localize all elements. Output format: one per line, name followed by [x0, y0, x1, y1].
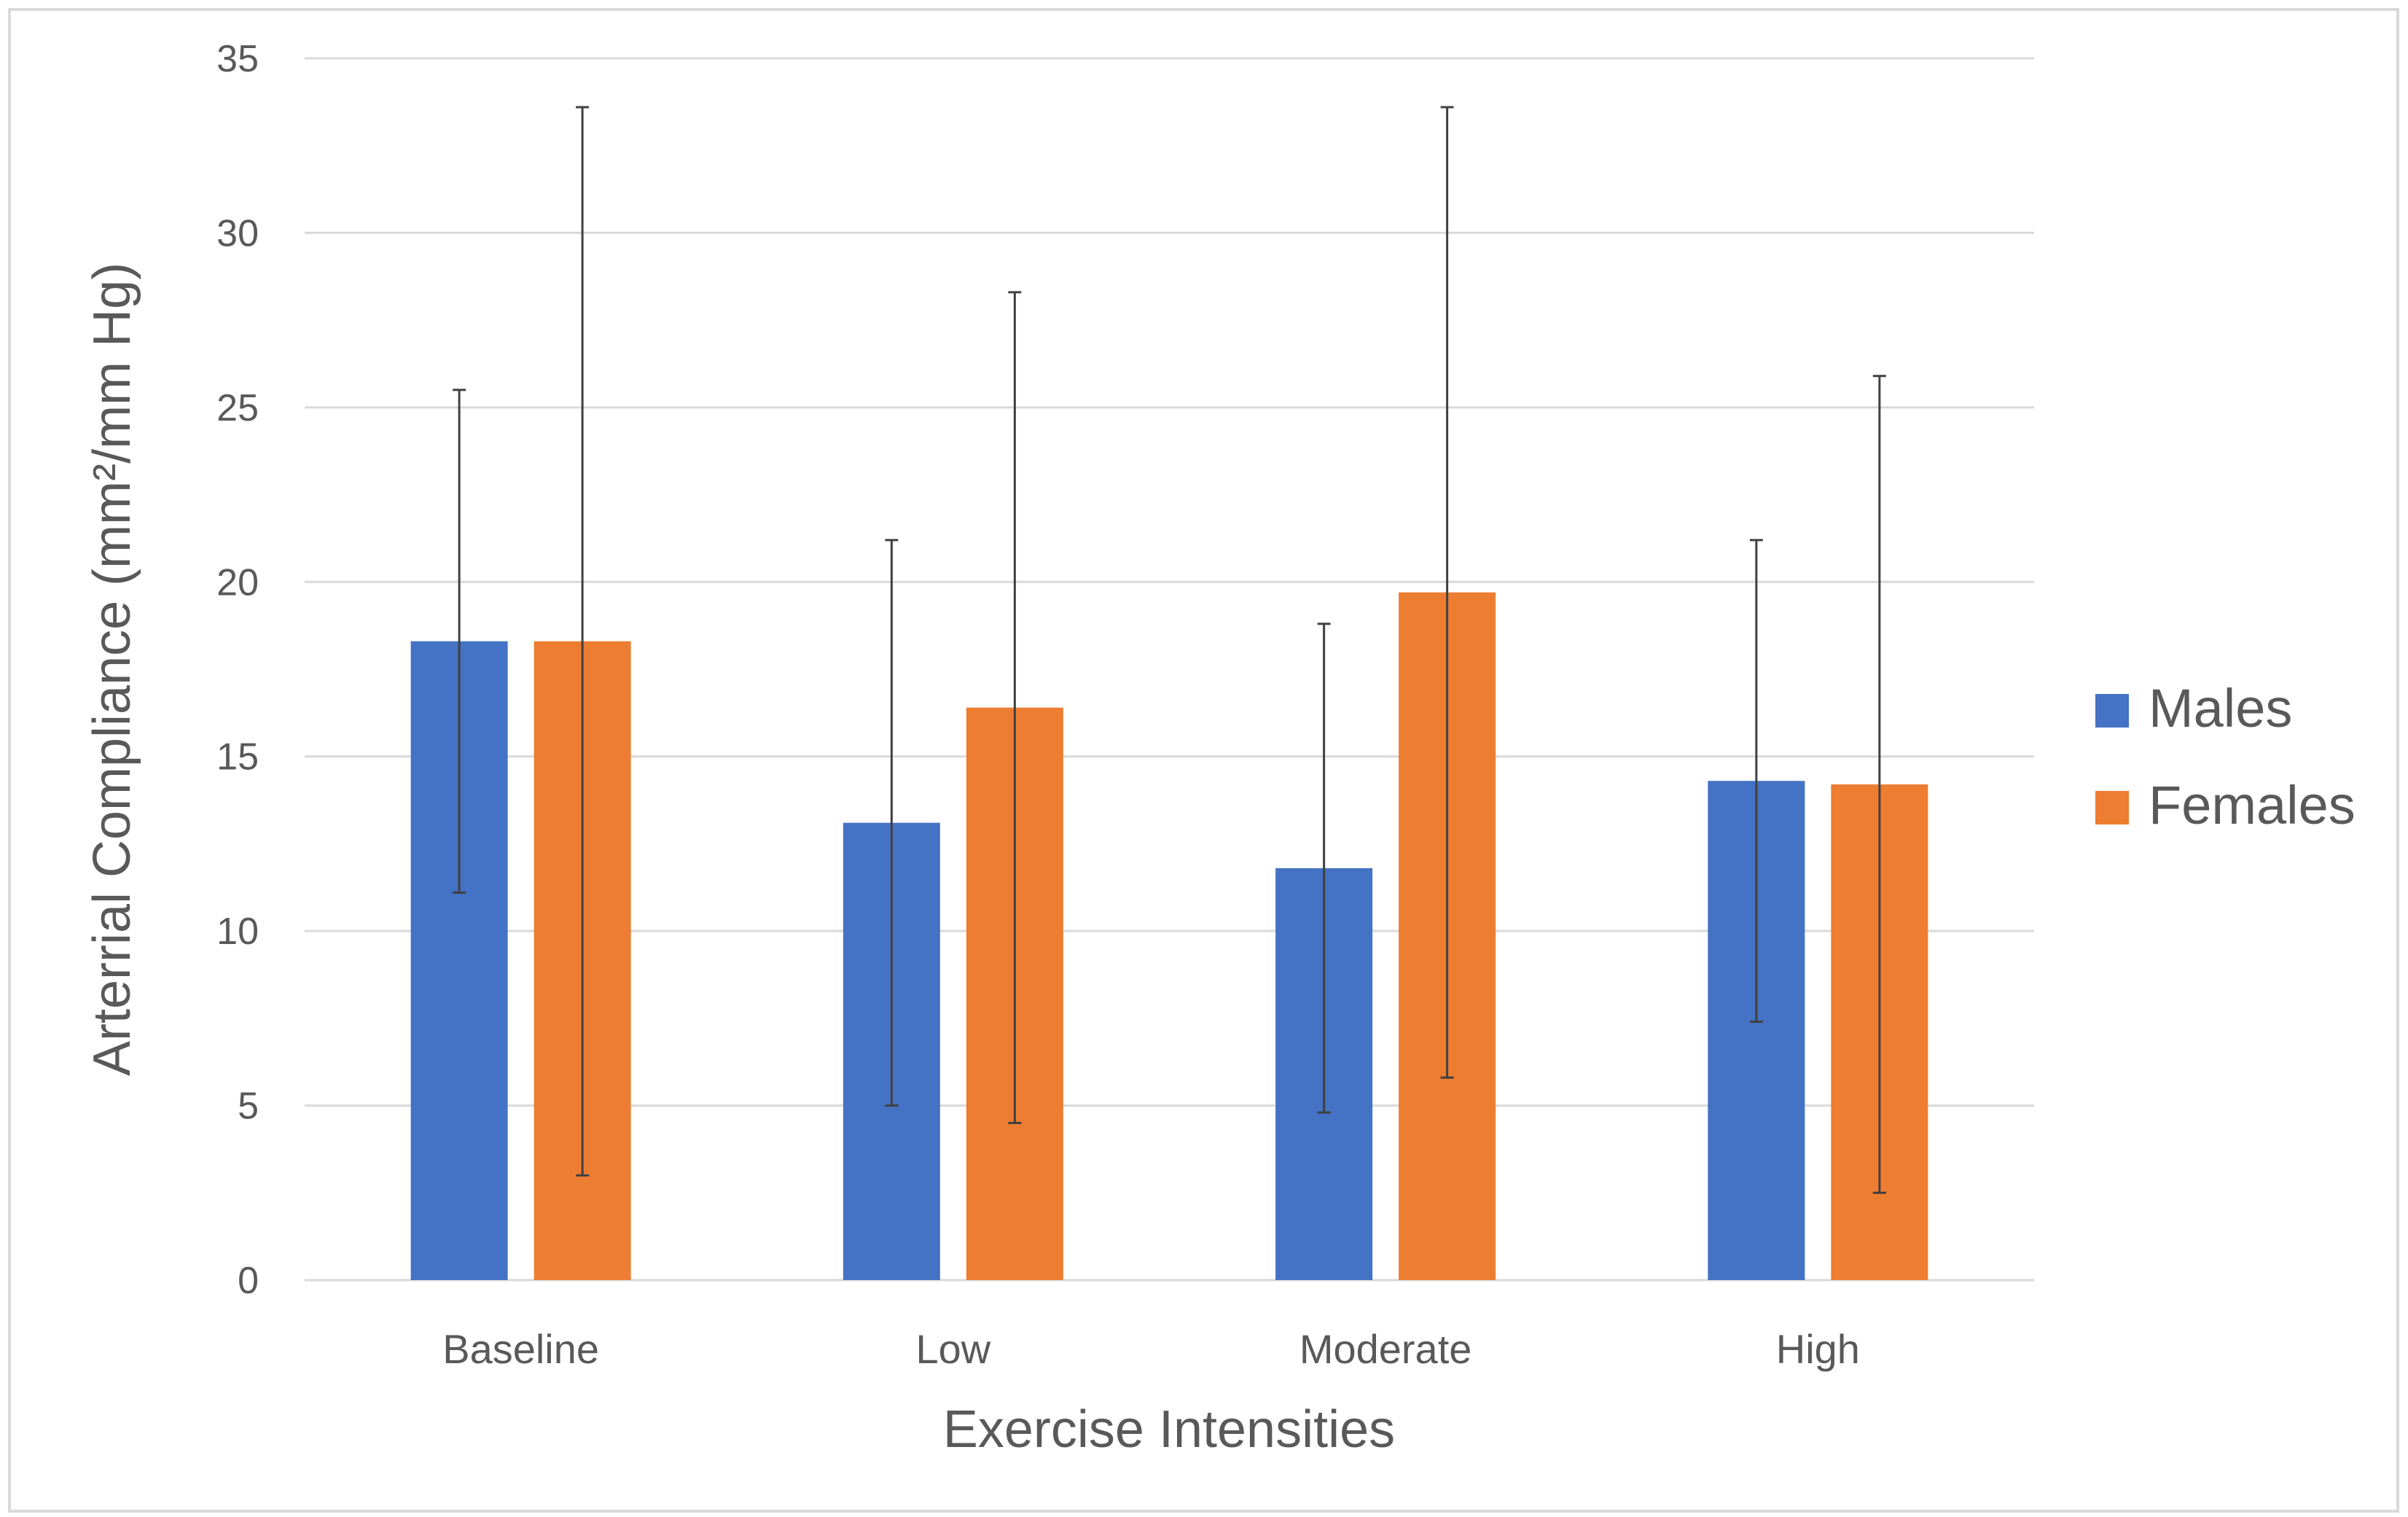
legend-swatch-females [2095, 791, 2129, 824]
legend-label-males: Males [2149, 678, 2292, 738]
y-tick-label: 10 [216, 910, 259, 953]
y-tick-label: 25 [216, 387, 259, 429]
y-tick-label: 30 [216, 212, 259, 254]
category-label: Low [916, 1326, 991, 1372]
category-label: High [1776, 1326, 1860, 1372]
category-label: Baseline [442, 1326, 599, 1372]
category-label: Moderate [1299, 1326, 1472, 1372]
y-tick-label: 15 [216, 736, 259, 779]
y-axis-title: Arterrial Compliance (mm²/mm Hg) [83, 262, 141, 1076]
x-axis-title: Exercise Intensities [943, 1400, 1395, 1459]
chart-border [8, 8, 2399, 1513]
legend-swatch-males [2095, 694, 2129, 728]
y-tick-label: 35 [216, 38, 259, 80]
y-tick-label: 20 [216, 561, 259, 604]
legend-label-females: Females [2149, 775, 2356, 835]
y-tick-label: 5 [238, 1085, 259, 1128]
y-tick-label: 0 [238, 1260, 259, 1302]
